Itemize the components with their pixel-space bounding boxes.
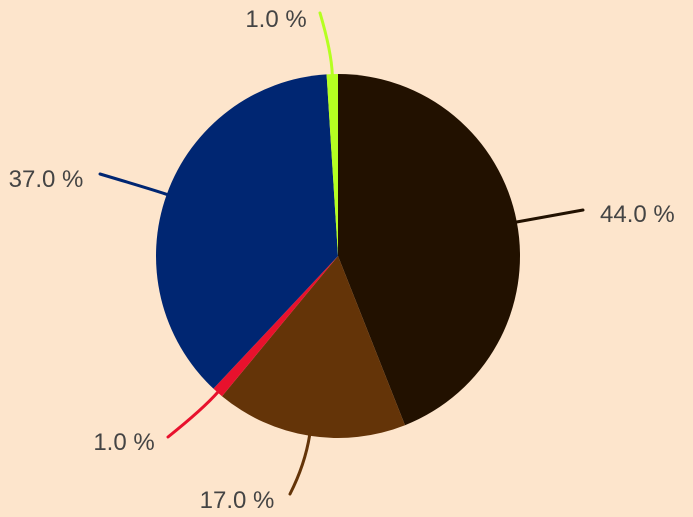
leader-line [288, 433, 312, 496]
pie-slice [156, 74, 338, 389]
slice-label: 1.0 % [245, 6, 306, 33]
slice-label: 44.0 % [600, 201, 675, 228]
slice-labels: 44.0 % 17.0 % 1.0 % 37.0 % 1.0 % [9, 6, 675, 514]
slice-label: 37.0 % [9, 166, 84, 193]
pie-slice [221, 256, 405, 438]
leader-line [98, 172, 170, 197]
pie-slice [213, 256, 338, 397]
pie-slice [338, 74, 521, 426]
pie-slice [326, 74, 338, 256]
slice-label: 1.0 % [93, 429, 154, 456]
leader-lines [98, 11, 585, 496]
leader-line [166, 390, 220, 439]
slice-label: 17.0 % [200, 487, 275, 514]
leader-line [318, 11, 334, 77]
pie-slices [156, 74, 521, 438]
leader-line [514, 208, 585, 224]
